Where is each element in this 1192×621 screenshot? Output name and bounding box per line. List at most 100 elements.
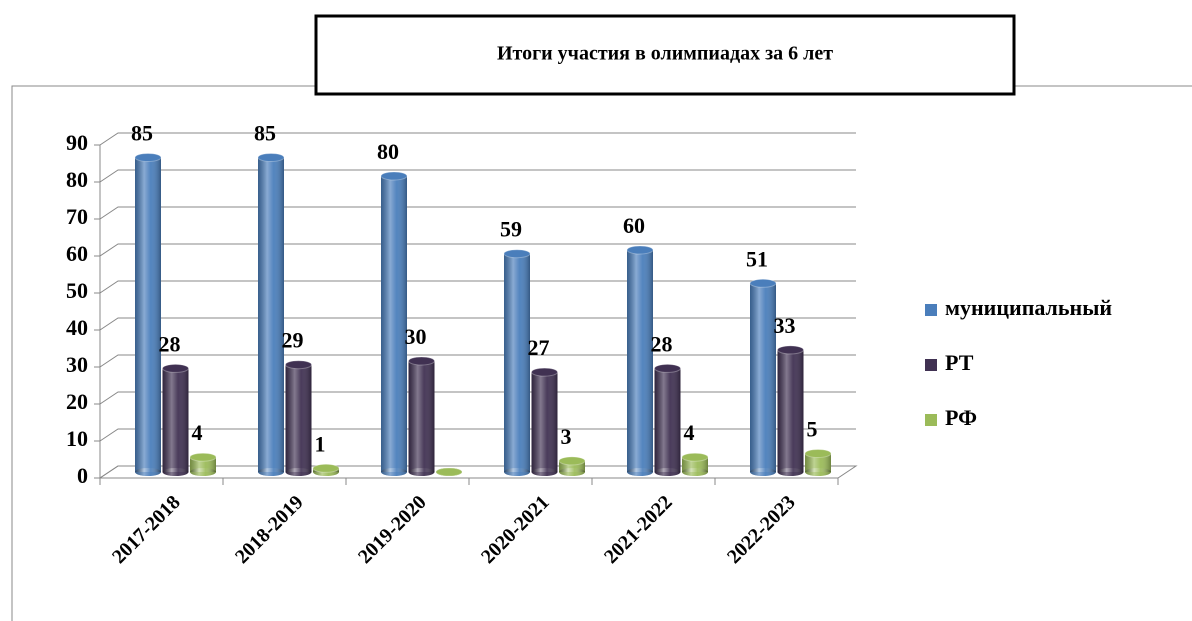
bar-top (681, 452, 709, 462)
data-label: 4 (192, 420, 203, 445)
legend-swatch (925, 359, 937, 371)
bar (134, 153, 162, 476)
y-tick-label: 50 (66, 278, 88, 303)
title-box (314, 14, 1016, 96)
x-tick-label: 2020-2021 (477, 491, 554, 568)
y-tick-label: 70 (66, 204, 88, 229)
data-label: 27 (528, 335, 550, 360)
bar-bottom-shade (408, 468, 435, 476)
bar-top (435, 467, 463, 477)
bar-shade (162, 368, 189, 472)
bar-bottom-shade (162, 468, 189, 476)
bar (408, 356, 435, 476)
data-label: 59 (500, 217, 522, 242)
bar-bottom-shade (805, 468, 831, 476)
bar-shade (504, 253, 530, 472)
bar-top (257, 153, 285, 162)
y-tick-label: 30 (66, 352, 88, 377)
legend-swatch (925, 304, 937, 316)
x-tick-label: 2019-2020 (354, 491, 431, 568)
grid-line (99, 243, 856, 257)
legend-label: муниципальный (945, 295, 1112, 320)
bar-shade (627, 250, 653, 472)
bar-top (804, 449, 832, 458)
y-tick-label: 60 (66, 241, 88, 266)
bar-top (134, 153, 162, 162)
bar (777, 345, 804, 476)
bar-shade (190, 457, 216, 472)
bar-shade (408, 361, 435, 472)
bar-shade (750, 283, 776, 472)
bar-shade (682, 457, 708, 472)
bar-top (162, 363, 189, 373)
y-tick-label: 20 (66, 389, 88, 414)
bar (189, 452, 217, 476)
y-tick-label: 0 (77, 463, 88, 488)
y-tick-label: 40 (66, 315, 88, 340)
bar (285, 360, 312, 476)
bar-top (380, 171, 408, 181)
bar-bottom-shade (682, 468, 708, 476)
chart-title: Итоги участия в олимпиадах за 6 лет (497, 43, 833, 65)
bar-bottom-shade (750, 468, 776, 476)
bar (312, 463, 340, 476)
bar-bottom-shade (258, 468, 284, 476)
bar-top (312, 463, 340, 473)
bar (531, 367, 558, 476)
bar (626, 245, 654, 476)
bar-top (408, 356, 435, 366)
bar-top (285, 360, 312, 370)
bar-top (558, 456, 586, 466)
bar (804, 449, 832, 476)
grid-line (99, 280, 856, 294)
x-tick-label: 2021-2022 (600, 491, 677, 568)
legend-swatch (925, 414, 937, 426)
legend-label: РТ (945, 350, 974, 375)
bar-bottom-shade (135, 468, 161, 476)
grid-line (99, 206, 856, 220)
bar-top (503, 249, 531, 259)
x-tick-label: 2022-2023 (723, 491, 800, 568)
bar-shade (654, 368, 681, 472)
bar (749, 278, 777, 476)
bar-bottom-shade (285, 468, 312, 476)
x-tick-label: 2018-2019 (231, 491, 308, 568)
bar-top (531, 367, 558, 377)
bar-top (654, 363, 681, 373)
bar-shade (777, 349, 804, 472)
bar-bottom-shade (559, 468, 585, 476)
data-label: 28 (159, 331, 181, 356)
grid-line (99, 132, 856, 146)
bar-bottom-shade (381, 468, 407, 476)
bar-top (777, 345, 804, 355)
bar (558, 456, 586, 476)
x-tick-label: 2017-2018 (108, 491, 185, 568)
bar (681, 452, 709, 476)
bar-shade (559, 460, 585, 472)
bar-shade (285, 364, 312, 472)
y-tick-label: 80 (66, 167, 88, 192)
grid-line (99, 317, 856, 331)
grid-line (99, 169, 856, 183)
bar (654, 363, 681, 476)
bar-shade (135, 157, 161, 472)
bar-bottom-shade (190, 468, 216, 476)
chart-frame (11, 85, 1192, 621)
bar (503, 249, 531, 476)
bar (435, 467, 463, 477)
bar-top (626, 245, 654, 255)
data-label: 85 (131, 121, 153, 146)
bar-shade (805, 453, 831, 472)
y-tick-label: 90 (66, 130, 88, 155)
y-tick-label: 10 (66, 426, 88, 451)
bar-bottom-shade (504, 468, 530, 476)
data-label: 3 (561, 424, 572, 449)
bar-bottom-shade (627, 468, 653, 476)
bar (380, 171, 408, 476)
bar (257, 153, 285, 476)
data-label: 5 (807, 417, 818, 442)
bar-bottom-shade (777, 468, 804, 476)
grid-line (99, 465, 856, 479)
grid-line (99, 354, 856, 368)
